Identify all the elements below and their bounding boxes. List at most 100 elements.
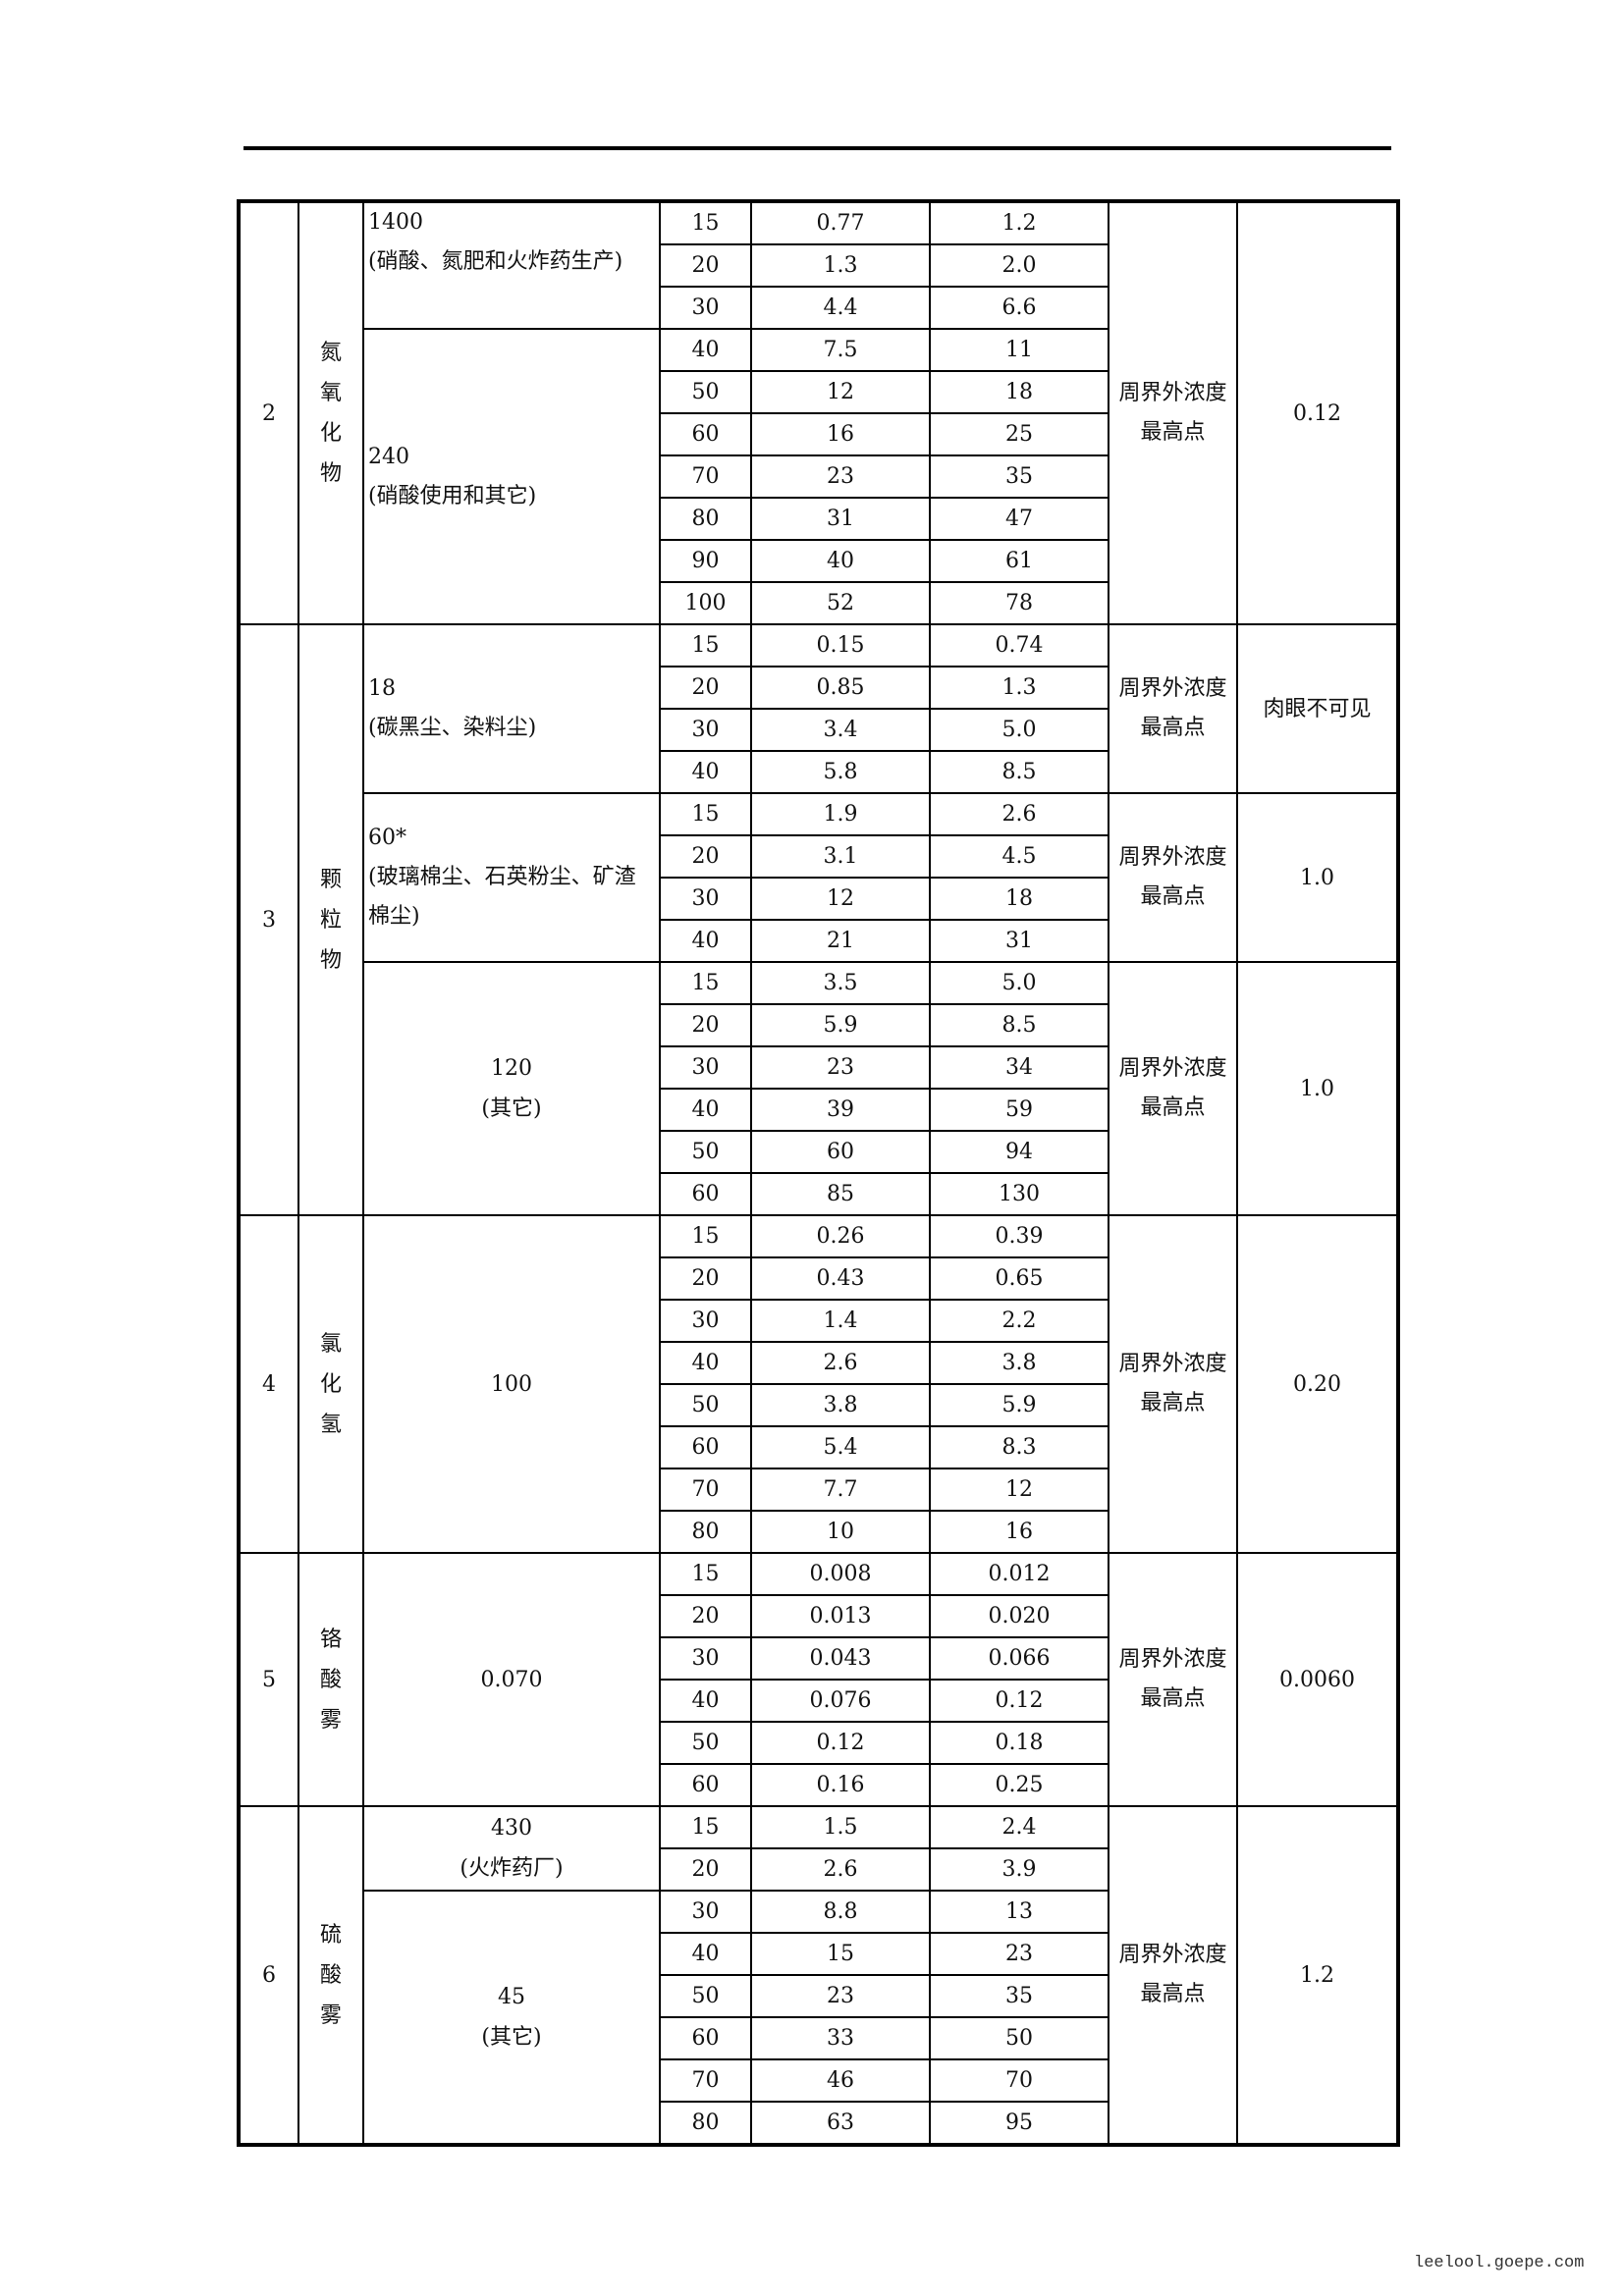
emission-rate-grade-2: 0.16 — [750, 1763, 931, 1807]
monitoring-location: 周界外浓度最高点 — [1108, 1552, 1238, 1807]
max-emission-concentration: 18 (碳黑尘、染料尘) — [362, 623, 661, 794]
emission-rate-grade-3: 18 — [929, 370, 1109, 414]
emission-rate-grade-2: 0.26 — [750, 1214, 931, 1258]
fugitive-limit: 1.0 — [1236, 792, 1399, 963]
stack-height: 20 — [659, 1594, 752, 1638]
stack-height: 30 — [659, 1890, 752, 1934]
max-emission-concentration: 240 (硝酸使用和其它) — [362, 328, 661, 625]
emission-rate-grade-3: 0.066 — [929, 1636, 1109, 1681]
stack-height: 60 — [659, 1425, 752, 1469]
emission-rate-grade-2: 15 — [750, 1932, 931, 1976]
emission-rate-grade-2: 12 — [750, 877, 931, 921]
emission-rate-grade-2: 0.15 — [750, 623, 931, 667]
emission-rate-grade-3: 5.9 — [929, 1383, 1109, 1427]
stack-height: 50 — [659, 1383, 752, 1427]
table-row: 20 3.1 4.5 — [239, 834, 1398, 879]
industry-note: (玻璃棉尘、石英粉尘、矿渣棉尘) — [368, 865, 636, 929]
stack-height: 30 — [659, 1299, 752, 1343]
industry-note: (其它) — [481, 2025, 542, 2050]
stack-height: 50 — [659, 370, 752, 414]
emission-rate-grade-3: 16 — [929, 1510, 1109, 1554]
table-row: 70 46 70 — [239, 2058, 1398, 2103]
item-number: 5 — [238, 1552, 299, 1807]
emission-rate-grade-3: 50 — [929, 2016, 1109, 2060]
table-row: 20 2.6 3.9 — [239, 1847, 1398, 1892]
table-row: 80 31 47 — [239, 497, 1398, 541]
concentration-value: 60* — [368, 826, 406, 850]
concentration-value: 240 — [368, 444, 409, 469]
emission-rate-grade-3: 130 — [929, 1172, 1109, 1216]
emission-rate-grade-2: 40 — [750, 539, 931, 583]
fugitive-limit: 1.0 — [1236, 961, 1399, 1216]
stack-height: 40 — [659, 919, 752, 963]
emission-rate-grade-3: 0.12 — [929, 1679, 1109, 1723]
table-row: 40 5.8 8.5 — [239, 750, 1398, 794]
stack-height: 15 — [659, 623, 752, 667]
emission-rate-grade-3: 3.8 — [929, 1341, 1109, 1385]
emission-rate-grade-3: 0.25 — [929, 1763, 1109, 1807]
concentration-value: 18 — [368, 676, 396, 701]
concentration-value: 100 — [491, 1371, 532, 1397]
emission-rate-grade-2: 60 — [750, 1130, 931, 1174]
stack-height: 20 — [659, 243, 752, 288]
max-emission-concentration: 60* (玻璃棉尘、石英粉尘、矿渣棉尘) — [362, 792, 661, 963]
stack-height: 15 — [659, 200, 752, 245]
stack-height: 15 — [659, 1805, 752, 1849]
stack-height: 15 — [659, 1552, 752, 1596]
emission-rate-grade-2: 1.5 — [750, 1805, 931, 1849]
emission-rate-grade-2: 2.6 — [750, 1847, 931, 1892]
max-emission-concentration: 120 (其它) — [362, 961, 661, 1216]
industry-note: (其它) — [481, 1096, 542, 1121]
emission-rate-grade-3: 8.5 — [929, 750, 1109, 794]
emission-rate-grade-3: 0.18 — [929, 1721, 1109, 1765]
table-row: 20 0.85 1.3 — [239, 666, 1398, 710]
emission-rate-grade-3: 34 — [929, 1045, 1109, 1090]
emission-rate-grade-2: 0.43 — [750, 1256, 931, 1301]
stack-height: 30 — [659, 1045, 752, 1090]
stack-height: 40 — [659, 750, 752, 794]
item-number: 3 — [238, 623, 299, 1216]
emission-rate-grade-3: 2.0 — [929, 243, 1109, 288]
fugitive-limit: 0.0060 — [1236, 1552, 1399, 1807]
emission-rate-grade-2: 3.8 — [750, 1383, 931, 1427]
stack-height: 20 — [659, 1847, 752, 1892]
stack-height: 15 — [659, 961, 752, 1005]
table-row: 45 (其它) 30 8.8 13 — [239, 1890, 1398, 2146]
table-row: 60 5.4 8.3 — [239, 1425, 1398, 1469]
emission-rate-grade-3: 12 — [929, 1468, 1109, 1512]
monitoring-location: 周界外浓度最高点 — [1108, 623, 1238, 794]
emission-rate-grade-2: 5.4 — [750, 1425, 931, 1469]
concentration-value: 1400 — [368, 210, 423, 235]
stack-height: 80 — [659, 1510, 752, 1554]
stack-height: 20 — [659, 666, 752, 710]
emission-rate-grade-3: 2.6 — [929, 792, 1109, 836]
stack-height: 30 — [659, 1636, 752, 1681]
emission-rate-grade-2: 16 — [750, 412, 931, 456]
stack-height: 70 — [659, 1468, 752, 1512]
table-row: 40 0.076 0.12 — [239, 1679, 1398, 1723]
emission-rate-grade-3: 94 — [929, 1130, 1109, 1174]
monitoring-location: 周界外浓度最高点 — [1108, 1214, 1238, 1554]
table-row: 50 60 94 — [239, 1130, 1398, 1174]
stack-height: 40 — [659, 328, 752, 372]
stack-height: 20 — [659, 1256, 752, 1301]
stack-height: 30 — [659, 708, 752, 752]
pollutant-name: 颗粒物 — [298, 623, 364, 1216]
emission-rate-grade-3: 35 — [929, 1974, 1109, 2018]
monitoring-location: 周界外浓度最高点 — [1108, 792, 1238, 963]
table-row: 30 3.4 5.0 — [239, 708, 1398, 752]
emission-rate-grade-3: 47 — [929, 497, 1109, 541]
monitoring-location: 周界外浓度最高点 — [1108, 961, 1238, 1216]
stack-height: 40 — [659, 1088, 752, 1132]
concentration-value: 0.070 — [480, 1667, 543, 1692]
fugitive-limit: 0.20 — [1236, 1214, 1399, 1554]
emission-rate-grade-2: 0.013 — [750, 1594, 931, 1638]
stack-height: 90 — [659, 539, 752, 583]
concentration-value: 430 — [491, 1816, 532, 1841]
emission-rate-grade-3: 0.39 — [929, 1214, 1109, 1258]
emission-rate-grade-3: 5.0 — [929, 961, 1109, 1005]
monitoring-location: 周界外浓度最高点 — [1108, 200, 1238, 625]
emission-rate-grade-3: 11 — [929, 328, 1109, 372]
emission-rate-grade-2: 0.85 — [750, 666, 931, 710]
table-row: 30 1.4 2.2 — [239, 1299, 1398, 1343]
